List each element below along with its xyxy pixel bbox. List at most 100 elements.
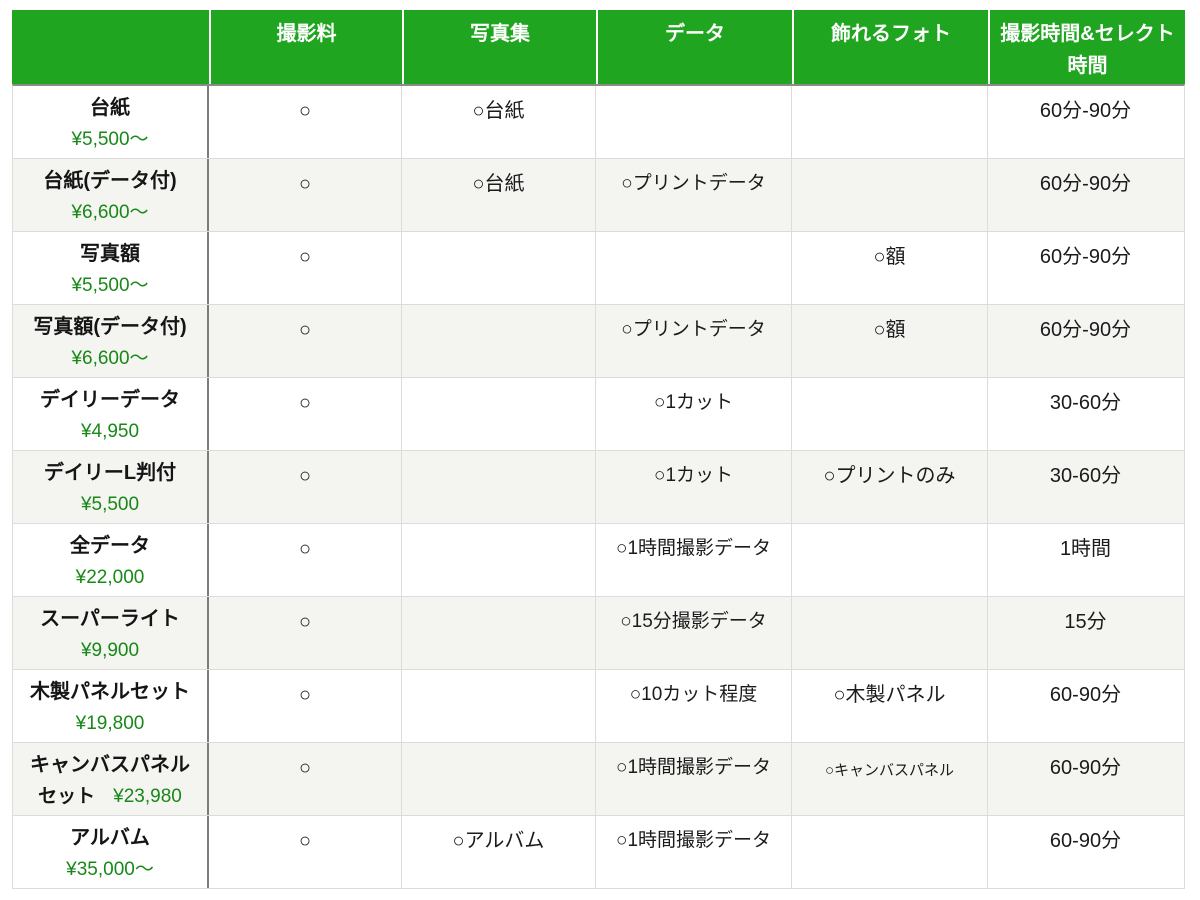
item-price: ¥19,800: [75, 713, 145, 734]
data-cell: ○1カット: [596, 378, 792, 450]
item-name: 台紙: [90, 97, 130, 119]
data-cell: ○1時間撮影データ: [596, 524, 792, 596]
shooting-fee-cell: ○: [209, 816, 402, 888]
time-cell: 30-60分: [1049, 392, 1122, 414]
time-cell: 60-90分: [1049, 757, 1122, 779]
item-name: スーパーライト: [40, 608, 180, 630]
display-photo-cell: [792, 524, 988, 596]
item-name: 全データ: [70, 535, 150, 557]
item-price: ¥5,500〜: [71, 129, 149, 150]
shooting-fee-cell: ○: [209, 670, 402, 742]
shooting-fee-cell: ○: [209, 743, 402, 815]
shooting-fee-cell: ○: [209, 159, 402, 231]
item-name: 木製パネルセット: [30, 681, 190, 703]
item-price-line: ¥5,500〜: [13, 270, 207, 301]
display-photo-cell: ○額: [792, 232, 988, 304]
item-name-cell: 台紙(データ付) ¥6,600〜: [13, 159, 209, 231]
display-photo-cell: ○額: [792, 305, 988, 377]
time-cell: 60分-90分: [1039, 319, 1132, 341]
data-cell: ○1カット: [596, 451, 792, 523]
time-cell: 60分-90分: [1039, 246, 1132, 268]
time-cell: 60-90分: [1049, 684, 1122, 706]
time-cell: 15分: [1064, 611, 1107, 633]
item-name-cell: 全データ ¥22,000: [13, 524, 209, 596]
item-name-cell: 写真額(データ付) ¥6,600〜: [13, 305, 209, 377]
item-price: ¥6,600〜: [71, 202, 149, 223]
table-row: 台紙(データ付) ¥6,600〜 ○ ○台紙 ○プリントデータ 60分-90分: [13, 158, 1184, 231]
item-name: キャンバスパネル: [30, 754, 190, 776]
photobook-cell: [402, 597, 596, 669]
display-photo-cell: ○木製パネル: [792, 670, 988, 742]
table-row: キャンバスパネル セット ¥23,980 ○ ○1時間撮影データ ○キャンバスパネ…: [13, 742, 1184, 815]
item-price-line: ¥6,600〜: [13, 343, 207, 374]
shooting-fee-cell: ○: [209, 378, 402, 450]
header-cell-data: データ: [596, 10, 792, 84]
item-name: デイリーデータ: [40, 389, 180, 411]
item-name: デイリーL判付: [43, 462, 177, 484]
display-photo-cell: [792, 597, 988, 669]
data-cell: [596, 86, 792, 158]
time-cell: 60分-90分: [1039, 173, 1132, 195]
data-cell: ○プリントデータ: [596, 159, 792, 231]
table-header-row: 撮影料 写真集 データ 飾れるフォト 撮影時間&セレクト時間: [12, 10, 1185, 84]
header-cell-shooting-fee: 撮影料: [209, 10, 402, 84]
display-photo-cell: [792, 159, 988, 231]
shooting-fee-cell: ○: [209, 86, 402, 158]
table-row: 写真額(データ付) ¥6,600〜 ○ ○プリントデータ ○額 60分-90分: [13, 304, 1184, 377]
shooting-fee-cell: ○: [209, 451, 402, 523]
shooting-fee-cell: ○: [209, 597, 402, 669]
item-name-cell: スーパーライト ¥9,900: [13, 597, 209, 669]
header-cell-photobook: 写真集: [402, 10, 596, 84]
table-row: デイリーデータ ¥4,950 ○ ○1カット 30-60分: [13, 377, 1184, 450]
header-cell-display-photo: 飾れるフォト: [792, 10, 988, 84]
photobook-cell: ○アルバム: [402, 816, 596, 888]
item-price: ¥22,000: [75, 567, 145, 588]
item-price-line: ¥6,600〜: [13, 197, 207, 228]
item-price-line: ¥35,000〜: [13, 854, 207, 885]
shooting-fee-cell: ○: [209, 524, 402, 596]
shooting-fee-cell: ○: [209, 305, 402, 377]
item-price: ¥35,000〜: [66, 859, 154, 880]
item-price: ¥6,600〜: [71, 348, 149, 369]
item-price: ¥5,500〜: [71, 275, 149, 296]
display-photo-cell: [792, 378, 988, 450]
data-cell: ○1時間撮影データ: [596, 743, 792, 815]
item-price: ¥4,950: [80, 421, 140, 442]
display-photo-cell: ○プリントのみ: [792, 451, 988, 523]
item-name-cell: 台紙 ¥5,500〜: [13, 86, 209, 158]
time-cell: 60-90分: [1049, 830, 1122, 852]
display-photo-cell: [792, 86, 988, 158]
item-price-line: ¥5,500: [13, 489, 207, 520]
item-name-cell: デイリーデータ ¥4,950: [13, 378, 209, 450]
data-cell: ○プリントデータ: [596, 305, 792, 377]
data-cell: ○10カット程度: [596, 670, 792, 742]
table-row: 木製パネルセット ¥19,800 ○ ○10カット程度 ○木製パネル 60-90…: [13, 669, 1184, 742]
item-name-cell: アルバム ¥35,000〜: [13, 816, 209, 888]
item-name: 写真額(データ付): [33, 316, 187, 338]
price-table: 撮影料 写真集 データ 飾れるフォト 撮影時間&セレクト時間 台紙 ¥5,500…: [12, 10, 1185, 889]
data-cell: ○1時間撮影データ: [596, 816, 792, 888]
item-price: ¥9,900: [80, 640, 140, 661]
table-row: 写真額 ¥5,500〜 ○ ○額 60分-90分: [13, 231, 1184, 304]
item-name-cell: キャンバスパネル セット ¥23,980: [13, 743, 209, 815]
table-body: 台紙 ¥5,500〜 ○ ○台紙 60分-90分 台紙(データ付) ¥6,600…: [12, 84, 1185, 889]
shooting-fee-cell: ○: [209, 232, 402, 304]
display-photo-cell: ○キャンバスパネル: [792, 743, 988, 815]
item-name-line2: セット: [38, 786, 96, 807]
table-row: アルバム ¥35,000〜 ○ ○アルバム ○1時間撮影データ 60-90分: [13, 815, 1184, 888]
header-cell-time: 撮影時間&セレクト時間: [988, 10, 1185, 84]
photobook-cell: ○台紙: [402, 159, 596, 231]
photobook-cell: [402, 451, 596, 523]
photobook-cell: [402, 743, 596, 815]
item-name-cell: 写真額 ¥5,500〜: [13, 232, 209, 304]
item-price: ¥5,500: [80, 494, 140, 515]
item-price-line: ¥9,900: [13, 635, 207, 666]
photobook-cell: [402, 378, 596, 450]
item-name: 台紙(データ付): [43, 170, 177, 192]
time-cell: 30-60分: [1049, 465, 1122, 487]
item-price-line: ¥5,500〜: [13, 124, 207, 155]
display-photo-cell: [792, 816, 988, 888]
data-cell: [596, 232, 792, 304]
table-row: 全データ ¥22,000 ○ ○1時間撮影データ 1時間: [13, 523, 1184, 596]
header-cell-blank: [12, 10, 209, 84]
